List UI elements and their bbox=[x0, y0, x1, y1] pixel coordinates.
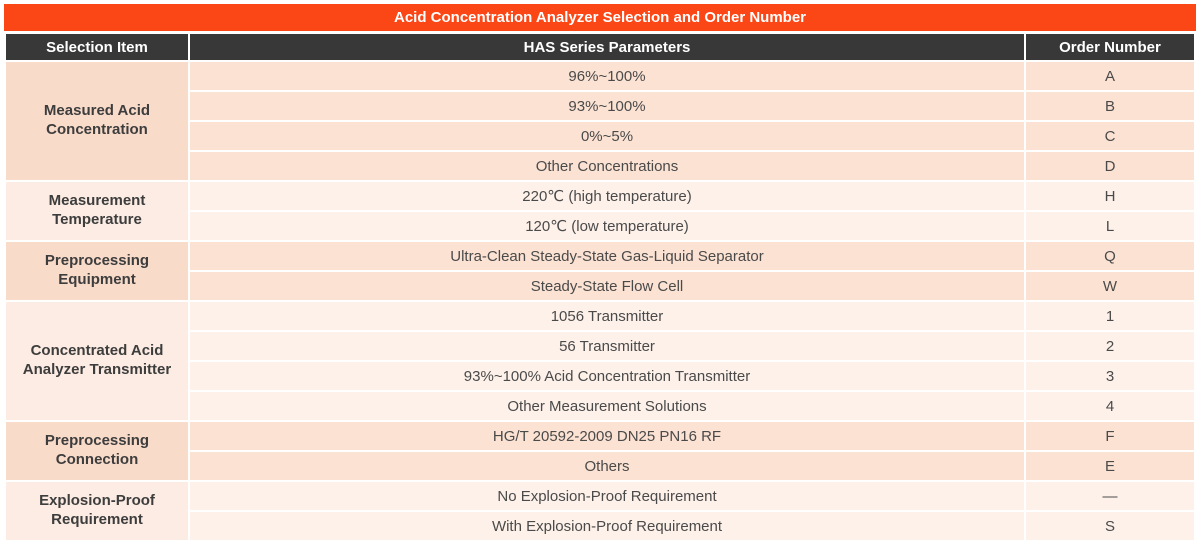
parameter-cell: Ultra-Clean Steady-State Gas-Liquid Sepa… bbox=[188, 240, 1026, 272]
selection-table: Selection Item HAS Series Parameters Ord… bbox=[4, 32, 1196, 541]
selection-item-cell: Measured Acid Concentration bbox=[4, 60, 190, 182]
parameter-cell: 120℃ (low temperature) bbox=[188, 210, 1026, 242]
order-number-cell: B bbox=[1024, 90, 1196, 122]
header-order-number: Order Number bbox=[1024, 32, 1196, 62]
table-row: With Explosion-Proof Requirement S bbox=[5, 510, 1196, 541]
order-number-cell: A bbox=[1024, 60, 1196, 92]
selection-item-cell: Explosion-Proof Requirement bbox=[4, 480, 190, 541]
order-number-cell: S bbox=[1024, 510, 1196, 541]
parameter-cell: 96%~100% bbox=[188, 60, 1026, 92]
header-row: Selection Item HAS Series Parameters Ord… bbox=[4, 32, 1196, 62]
order-number-cell: H bbox=[1024, 180, 1196, 212]
table-row: Measured Acid Concentration 96%~100% A bbox=[4, 60, 1196, 182]
order-number-cell: 3 bbox=[1024, 360, 1196, 392]
parameter-cell: Other Measurement Solutions bbox=[188, 390, 1026, 422]
header-has-series-parameters: HAS Series Parameters bbox=[188, 32, 1026, 62]
table-body: Measured Acid Concentration 96%~100% A 93%~… bbox=[4, 60, 1196, 541]
table-row: 0%~5% C bbox=[5, 120, 1196, 152]
parameter-cell: With Explosion-Proof Requirement bbox=[188, 510, 1026, 541]
parameter-cell: 0%~5% bbox=[188, 120, 1026, 152]
table-row: Steady-State Flow Cell W bbox=[5, 270, 1196, 302]
table-row: 56 Transmitter 2 bbox=[5, 330, 1196, 362]
table-row: 93%~100% Acid Concentration Transmitter 3 bbox=[5, 360, 1196, 392]
order-number-cell: C bbox=[1024, 120, 1196, 152]
selection-item-cell: Measurement Temperature bbox=[4, 180, 190, 242]
parameter-cell: 93%~100% bbox=[188, 90, 1026, 122]
table-row: Preprocessing Equipment Ultra-Clean Stead… bbox=[4, 240, 1196, 302]
parameter-cell: 1056 Transmitter bbox=[188, 300, 1026, 332]
order-number-cell: 2 bbox=[1024, 330, 1196, 362]
order-number-cell: — bbox=[1024, 480, 1196, 512]
order-number-cell: L bbox=[1024, 210, 1196, 242]
table-row: Others E bbox=[5, 450, 1196, 482]
order-number-cell: Q bbox=[1024, 240, 1196, 272]
order-number-cell: W bbox=[1024, 270, 1196, 302]
page-title: Acid Concentration Analyzer Selection an… bbox=[4, 4, 1196, 31]
parameter-cell: HG/T 20592-2009 DN25 PN16 RF bbox=[188, 420, 1026, 452]
table-row: Measurement Temperature 220℃ (high temper… bbox=[4, 180, 1196, 242]
table-row: Preprocessing Connection HG/T 20592-2009 … bbox=[4, 420, 1196, 482]
parameter-cell: 56 Transmitter bbox=[188, 330, 1026, 362]
table-row: 120℃ (low temperature) L bbox=[5, 210, 1196, 242]
selection-item-cell: Concentrated Acid Analyzer Transmitter bbox=[4, 300, 190, 422]
order-number-cell: F bbox=[1024, 420, 1196, 452]
table-row: Explosion-Proof Requirement No Explosion-… bbox=[4, 480, 1196, 541]
selection-item-cell: Preprocessing Equipment bbox=[4, 240, 190, 302]
parameter-cell: Other Concentrations bbox=[188, 150, 1026, 182]
parameter-cell: Steady-State Flow Cell bbox=[188, 270, 1026, 302]
table-row: Other Measurement Solutions 4 bbox=[5, 390, 1196, 422]
parameter-cell: 93%~100% Acid Concentration Transmitter bbox=[188, 360, 1026, 392]
parameter-cell: No Explosion-Proof Requirement bbox=[188, 480, 1026, 512]
order-number-cell: 1 bbox=[1024, 300, 1196, 332]
parameter-cell: 220℃ (high temperature) bbox=[188, 180, 1026, 212]
selection-item-cell: Preprocessing Connection bbox=[4, 420, 190, 482]
table-row: 93%~100% B bbox=[5, 90, 1196, 122]
table-row: Other Concentrations D bbox=[5, 150, 1196, 182]
parameter-cell: Others bbox=[188, 450, 1026, 482]
table-row: Concentrated Acid Analyzer Transmitter 10… bbox=[4, 300, 1196, 422]
order-number-cell: E bbox=[1024, 450, 1196, 482]
order-number-cell: D bbox=[1024, 150, 1196, 182]
order-number-cell: 4 bbox=[1024, 390, 1196, 422]
table-header: Selection Item HAS Series Parameters Ord… bbox=[4, 32, 1196, 62]
header-selection-item: Selection Item bbox=[4, 32, 190, 62]
